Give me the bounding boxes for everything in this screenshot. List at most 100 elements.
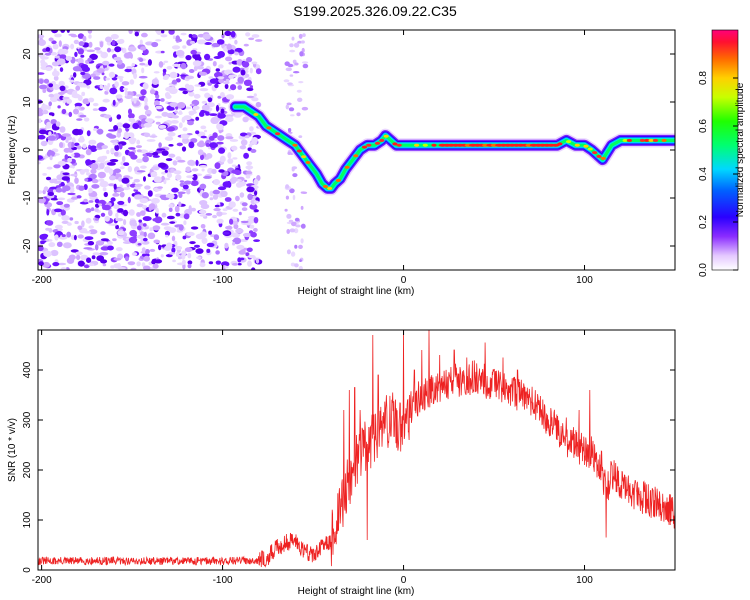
noise-speckle (184, 247, 193, 253)
noise-speckle (168, 30, 175, 35)
noise-speckle (241, 202, 248, 207)
noise-speckle (206, 248, 211, 253)
noise-speckle (178, 256, 182, 260)
noise-speckle (38, 110, 44, 117)
noise-speckle (170, 120, 179, 124)
noise-speckle (185, 55, 192, 61)
noise-speckle (293, 71, 300, 74)
noise-speckle (166, 215, 175, 220)
noise-speckle (298, 81, 304, 84)
noise-speckle (130, 267, 137, 270)
noise-speckle (201, 100, 208, 104)
noise-speckle (74, 51, 78, 58)
noise-speckle (285, 195, 289, 200)
noise-speckle (51, 40, 57, 45)
noise-speckle (118, 143, 123, 150)
noise-speckle (160, 50, 165, 54)
noise-speckle (135, 94, 143, 97)
noise-speckle (104, 67, 109, 71)
noise-speckle (136, 149, 142, 153)
noise-speckle (85, 217, 92, 224)
noise-speckle (161, 30, 165, 34)
noise-speckle (69, 217, 74, 221)
noise-speckle (39, 84, 48, 90)
noise-speckle (91, 207, 95, 212)
noise-speckle (171, 45, 181, 50)
noise-speckle (229, 218, 234, 225)
noise-speckle (54, 33, 62, 38)
noise-speckle (298, 135, 303, 139)
noise-speckle (59, 85, 66, 92)
noise-speckle (181, 146, 187, 152)
noise-speckle (68, 111, 73, 117)
noise-speckle (225, 136, 234, 140)
noise-speckle (92, 102, 99, 107)
noise-speckle (43, 250, 52, 258)
noise-speckle (52, 43, 59, 50)
noise-speckle (48, 93, 55, 98)
noise-speckle (158, 244, 162, 251)
noise-speckle (158, 124, 167, 129)
noise-speckle (100, 238, 109, 242)
noise-speckle (82, 143, 87, 149)
noise-speckle (143, 255, 150, 262)
noise-speckle (79, 83, 87, 88)
noise-speckle (106, 47, 112, 53)
noise-speckle (46, 166, 53, 170)
noise-speckle (217, 95, 222, 99)
noise-speckle (157, 186, 163, 189)
noise-speckle (80, 54, 85, 58)
noise-speckle (97, 156, 106, 163)
noise-speckle (187, 263, 192, 269)
noise-speckle (105, 86, 110, 92)
noise-speckle (189, 40, 196, 45)
noise-speckle (168, 204, 174, 208)
noise-speckle (296, 89, 302, 93)
noise-speckle (127, 261, 136, 266)
noise-speckle (109, 159, 119, 163)
x-tick-label: -100 (213, 275, 233, 286)
noise-speckle (144, 226, 149, 230)
noise-speckle (122, 241, 132, 244)
noise-speckle (211, 168, 217, 174)
noise-speckle (289, 74, 294, 77)
noise-speckle (66, 98, 72, 104)
x-tick-label: -200 (32, 275, 52, 286)
noise-speckle (231, 263, 239, 266)
noise-speckle (113, 151, 119, 157)
noise-speckle (296, 112, 301, 117)
noise-speckle (161, 111, 169, 117)
noise-speckle (62, 172, 70, 176)
noise-speckle (246, 161, 253, 166)
noise-speckle (237, 257, 242, 263)
noise-speckle (286, 102, 292, 106)
noise-speckle (244, 179, 248, 183)
noise-speckle (134, 31, 139, 37)
noise-speckle (110, 139, 119, 144)
ridge-hotspot (322, 185, 328, 188)
noise-speckle (140, 46, 147, 51)
noise-speckle (165, 94, 172, 99)
noise-speckle (147, 59, 152, 66)
noise-speckle (232, 208, 239, 212)
noise-speckle (45, 47, 51, 52)
noise-speckle (213, 179, 220, 186)
noise-speckle (122, 187, 131, 191)
noise-speckle (38, 261, 44, 266)
noise-speckle (107, 241, 113, 245)
noise-speckle (199, 262, 206, 268)
ridge-hotspot (422, 143, 428, 147)
noise-speckle (137, 225, 142, 231)
noise-speckle (39, 234, 48, 240)
noise-speckle (148, 150, 154, 153)
noise-speckle (87, 57, 92, 62)
noise-speckle (243, 79, 252, 87)
noise-speckle (88, 139, 97, 145)
snr-ticks: -200 -100 0 100 0 100 200 300 400 (22, 330, 675, 586)
noise-speckle (154, 216, 163, 224)
noise-speckle (285, 104, 289, 110)
noise-speckle (175, 212, 181, 217)
noise-speckle (58, 80, 65, 87)
noise-speckle (99, 84, 104, 90)
